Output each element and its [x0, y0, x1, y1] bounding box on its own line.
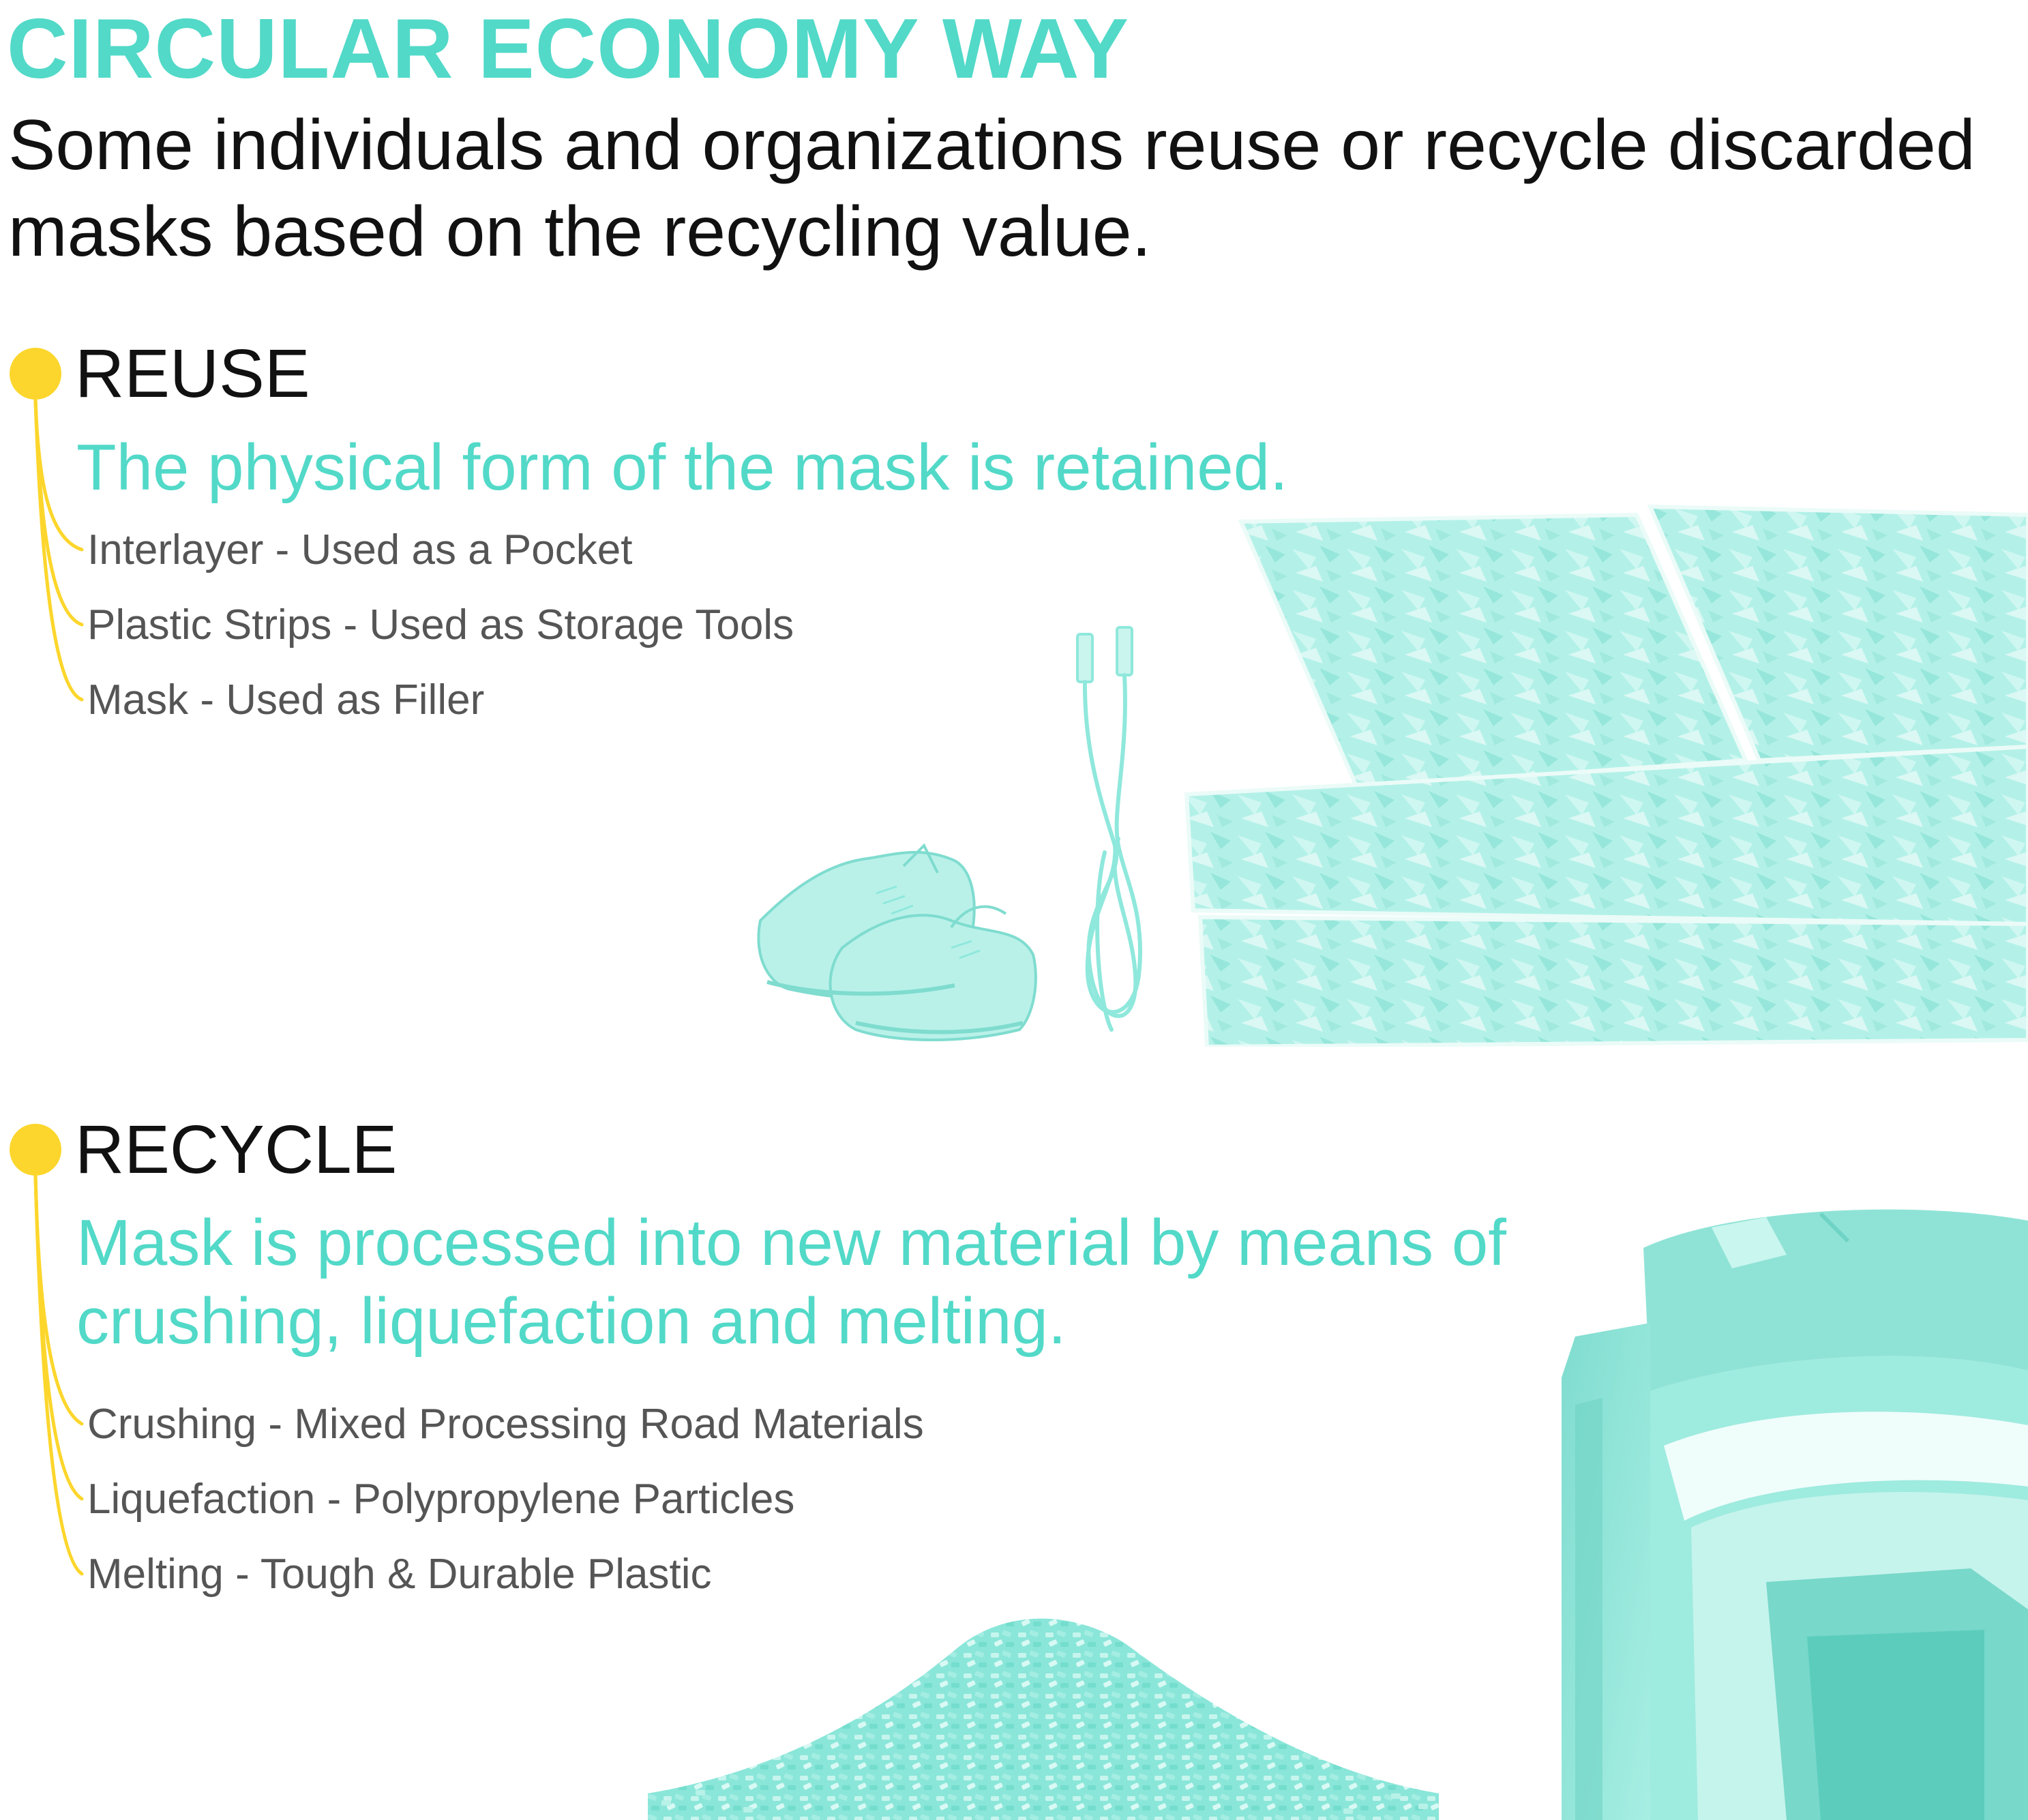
sofa-image — [1180, 501, 2028, 1047]
recycle-item-melting: Melting - Tough & Durable Plastic — [87, 1551, 712, 1598]
recycle-connector-lines — [33, 1174, 84, 1576]
recycle-item-crushing: Crushing - Mixed Processing Road Materia… — [87, 1401, 924, 1448]
sneakers-image — [757, 843, 1037, 1041]
reuse-heading: REUSE — [75, 335, 310, 412]
recycle-heading: RECYCLE — [75, 1112, 398, 1188]
reuse-connector-lines — [33, 398, 84, 702]
page-title: CIRCULAR ECONOMY WAY — [7, 2, 1129, 96]
reuse-subtitle: The physical form of the mask is retaine… — [76, 431, 1288, 504]
reuse-item-interlayer: Interlayer - Used as a Pocket — [87, 526, 633, 573]
recycle-subtitle: Mask is processed into new material by m… — [76, 1206, 1506, 1358]
reuse-bullet-dot — [10, 348, 61, 400]
recycle-item-liquefaction: Liquefaction - Polypropylene Particles — [87, 1476, 795, 1523]
reuse-item-plastic-strips: Plastic Strips - Used as Storage Tools — [87, 601, 794, 648]
pellet-pile-image — [648, 1618, 1439, 1820]
reuse-item-mask-filler: Mask - Used as Filler — [87, 676, 485, 723]
plastic-block-image — [1562, 1209, 2028, 1820]
intro-text: Some individuals and organizations reuse… — [8, 106, 1975, 271]
cable-image — [1076, 626, 1143, 1032]
recycle-bullet-dot — [10, 1124, 61, 1176]
